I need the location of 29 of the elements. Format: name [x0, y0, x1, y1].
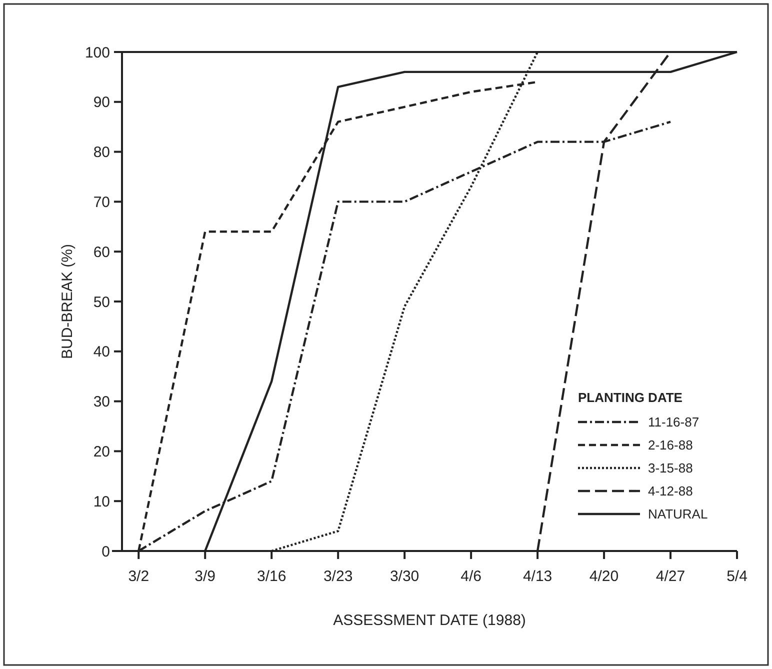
y-tick-label: 20 — [93, 443, 110, 460]
x-tick-label: 5/4 — [726, 568, 748, 585]
y-tick-label: 70 — [93, 194, 110, 211]
y-tick-label: 40 — [93, 344, 110, 361]
y-tick-label: 0 — [102, 543, 110, 560]
y-tick-label: 80 — [93, 144, 110, 162]
y-tick-label: 30 — [93, 394, 110, 411]
y-tick-label: 100 — [84, 44, 110, 62]
legend-label: 3-15-88 — [648, 460, 693, 476]
legend-title: PLANTING DATE — [578, 390, 683, 405]
x-tick-label: 4/6 — [460, 568, 482, 585]
x-tick-label: 3/16 — [256, 568, 286, 585]
y-tick-label: 10 — [93, 493, 110, 510]
legend-label: NATURAL — [648, 506, 708, 522]
x-tick-label: 3/30 — [390, 568, 420, 585]
y-axis-title: BUD-BREAK (%) — [59, 244, 76, 360]
x-axis-title: ASSESSMENT DATE (1988) — [333, 612, 526, 629]
y-tick-label: 90 — [93, 94, 110, 112]
x-tick-label: 3/9 — [194, 568, 216, 585]
x-tick-label: 3/23 — [323, 568, 353, 585]
legend-label: 11-16-87 — [648, 414, 700, 430]
y-tick-label: 50 — [93, 294, 110, 311]
y-tick-label: 60 — [93, 244, 110, 261]
x-tick-label: 4/20 — [589, 568, 619, 585]
x-tick-label: 3/2 — [128, 568, 150, 585]
x-tick-label: 4/27 — [656, 568, 686, 585]
legend-label: 2-16-88 — [648, 438, 693, 453]
x-tick-label: 4/13 — [522, 568, 552, 585]
legend-label: 4-12-88 — [648, 484, 693, 499]
